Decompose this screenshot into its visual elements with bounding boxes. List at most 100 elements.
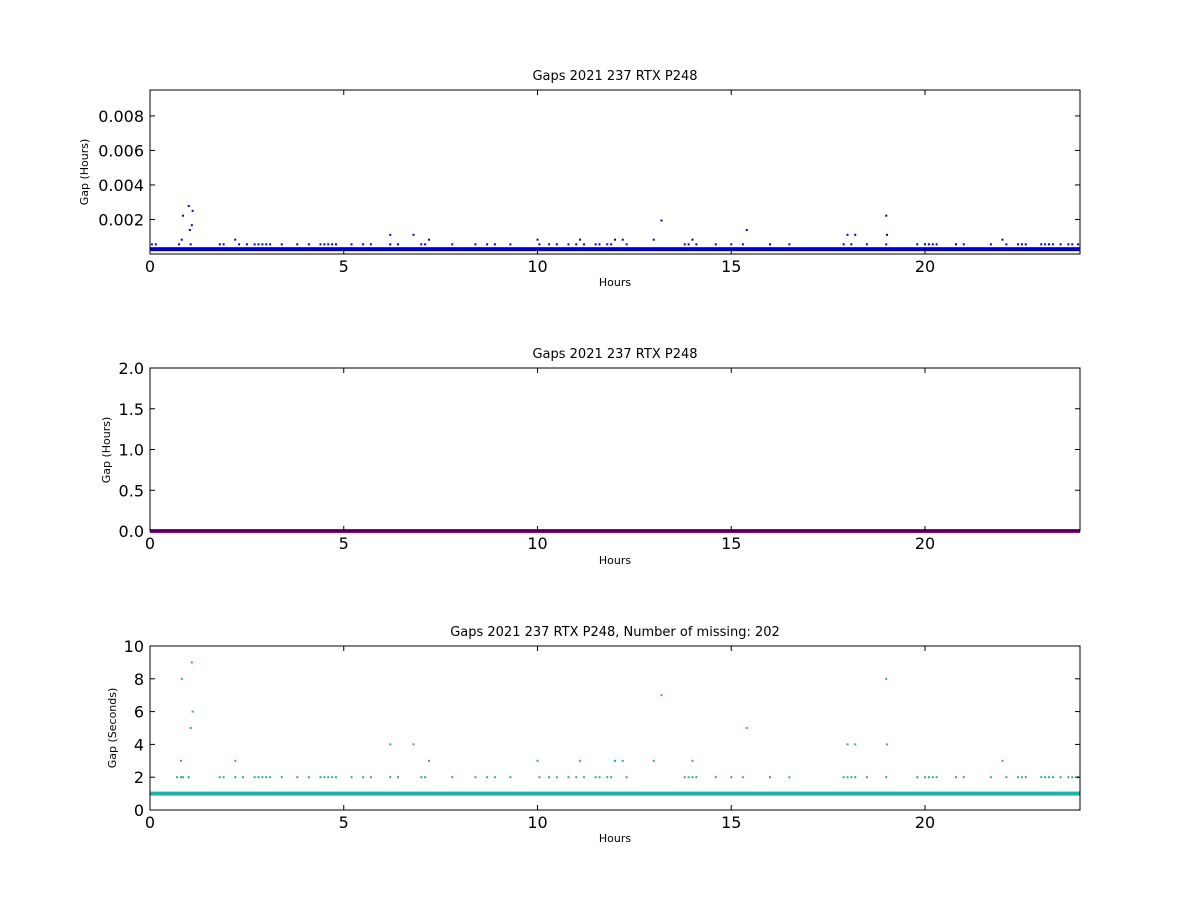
panel-3-point-50 xyxy=(594,776,597,779)
panel-3-point-22 xyxy=(319,776,322,779)
panel-1-point-55 xyxy=(614,238,616,241)
panel-3-point-29 xyxy=(369,776,372,779)
panel-3-baseline-band xyxy=(150,791,1080,796)
panel-1-point-67 xyxy=(745,229,748,232)
panel-3-point-45 xyxy=(555,776,558,779)
panel-3-point-95 xyxy=(1048,776,1050,779)
panel-1-point-10 xyxy=(218,243,221,246)
panel-1-point-85 xyxy=(989,243,992,246)
panel-3-point-81 xyxy=(924,776,926,779)
panel-3-point-73 xyxy=(850,776,853,779)
panel-3-point-69 xyxy=(788,776,791,779)
panel-3-point-0 xyxy=(176,776,179,779)
panel-3-point-34 xyxy=(420,776,423,779)
panel-3-point-71 xyxy=(846,743,849,746)
panel-1-point-89 xyxy=(1020,243,1023,246)
panel-3-point-36 xyxy=(428,759,430,762)
panel-1-point-4 xyxy=(181,214,184,217)
panel-3-point-85 xyxy=(955,776,957,779)
panel-1-ytick-label-3: 0.008 xyxy=(98,107,144,126)
panel-1-point-53 xyxy=(606,243,609,246)
panel-1-point-16 xyxy=(257,243,260,246)
panel-1-point-35 xyxy=(420,243,423,246)
panel-3-point-46 xyxy=(567,776,570,779)
panel-2-ticks: 0 5 10 15 20 0.0 0.5 1.0 1.5 2.0 xyxy=(119,359,1080,553)
panel-3-point-3 xyxy=(180,677,183,680)
panel-1-point-5 xyxy=(187,205,190,208)
panel-3-title: Gaps 2021 237 RTX P248, Number of missin… xyxy=(450,625,780,640)
panel-3-point-84 xyxy=(935,776,938,779)
panel-3-point-96 xyxy=(1051,776,1054,779)
panel-3-ytick-label-0: 0 xyxy=(134,801,144,820)
panel-1-point-47 xyxy=(567,243,570,246)
panel-1-marks xyxy=(150,205,1080,252)
panel-1-point-33 xyxy=(397,243,399,246)
panel-3-point-83 xyxy=(931,776,934,779)
panel-3-point-39 xyxy=(486,776,489,779)
panel-3-point-19 xyxy=(280,776,283,779)
panel-1-point-71 xyxy=(846,233,849,236)
panel-3-point-44 xyxy=(548,776,551,779)
panel-3-point-27 xyxy=(350,776,353,779)
panel-1-point-64 xyxy=(714,243,717,246)
panel-3-point-35 xyxy=(424,776,427,779)
panel-1-point-91 xyxy=(1040,243,1043,246)
panel-3-point-7 xyxy=(190,661,193,664)
panel-3-ytick-label-2: 4 xyxy=(134,735,144,754)
panel-1-point-7 xyxy=(189,243,192,246)
panel-3: Gaps 2021 237 RTX P248, Number of missin… xyxy=(106,625,1081,845)
panel-2-xtick-label-2: 10 xyxy=(527,534,547,553)
panel-1-point-94 xyxy=(1051,243,1054,246)
panel-1-point-58 xyxy=(652,238,655,241)
panel-3-point-91 xyxy=(1020,776,1023,779)
panel-3-point-75 xyxy=(854,776,857,779)
panel-2-ytick-label-4: 2.0 xyxy=(119,359,144,378)
panel-2-ytick-label-0: 0.0 xyxy=(119,522,144,541)
panel-1-point-69 xyxy=(788,243,791,246)
panel-1-point-23 xyxy=(319,243,322,246)
panel-3-point-86 xyxy=(962,776,965,779)
panel-1-xtick-label-1: 5 xyxy=(339,257,349,276)
panel-1-ticks: 0 5 10 15 20 0.002 0.004 0.006 0.008 xyxy=(98,90,1080,276)
panel-3-point-99 xyxy=(1071,776,1074,779)
panel-1-point-78 xyxy=(916,243,919,246)
panel-1-point-46 xyxy=(555,243,558,246)
panel-3-point-68 xyxy=(769,776,771,779)
panel-3-point-38 xyxy=(474,776,477,779)
panel-1-point-2 xyxy=(178,243,181,246)
panel-1-ylabel: Gap (Hours) xyxy=(78,139,91,206)
panel-1-point-61 xyxy=(687,243,690,246)
panel-2-xtick-label-4: 20 xyxy=(915,534,935,553)
panel-1-point-93 xyxy=(1048,243,1050,246)
panel-3-point-25 xyxy=(331,776,334,779)
panel-1-xlabel: Hours xyxy=(599,276,631,289)
panel-1-point-34 xyxy=(412,233,415,236)
panel-3-point-76 xyxy=(865,776,868,779)
panel-1-point-31 xyxy=(389,233,392,236)
panel-3-point-23 xyxy=(323,776,326,779)
panel-3-point-18 xyxy=(269,776,272,779)
panel-3-point-74 xyxy=(854,743,857,746)
panel-3-point-53 xyxy=(610,776,613,779)
panel-1-point-32 xyxy=(389,243,392,246)
panel-3-point-17 xyxy=(265,776,268,779)
panel-1-point-79 xyxy=(924,243,926,246)
panel-3-point-60 xyxy=(687,776,690,779)
panel-1-point-97 xyxy=(1071,243,1074,246)
panel-1-point-73 xyxy=(854,233,857,236)
panel-1-title: Gaps 2021 237 RTX P248 xyxy=(532,69,697,84)
panel-1-point-77 xyxy=(885,243,888,246)
panel-2-xtick-label-3: 15 xyxy=(721,534,741,553)
panel-3-point-20 xyxy=(296,776,299,779)
panel-3-ticks: 0 5 10 15 20 0 2 4 6 8 10 xyxy=(124,637,1080,832)
panel-1-point-44 xyxy=(538,243,541,246)
panel-3-point-13 xyxy=(242,776,244,779)
panel-3-point-30 xyxy=(389,743,392,746)
panel-3-point-97 xyxy=(1059,776,1062,779)
panel-1-point-42 xyxy=(509,243,512,246)
panel-1-point-28 xyxy=(350,243,353,246)
panel-3-point-93 xyxy=(1040,776,1043,779)
panel-3-point-67 xyxy=(745,727,748,729)
panel-1-point-76 xyxy=(886,233,889,236)
